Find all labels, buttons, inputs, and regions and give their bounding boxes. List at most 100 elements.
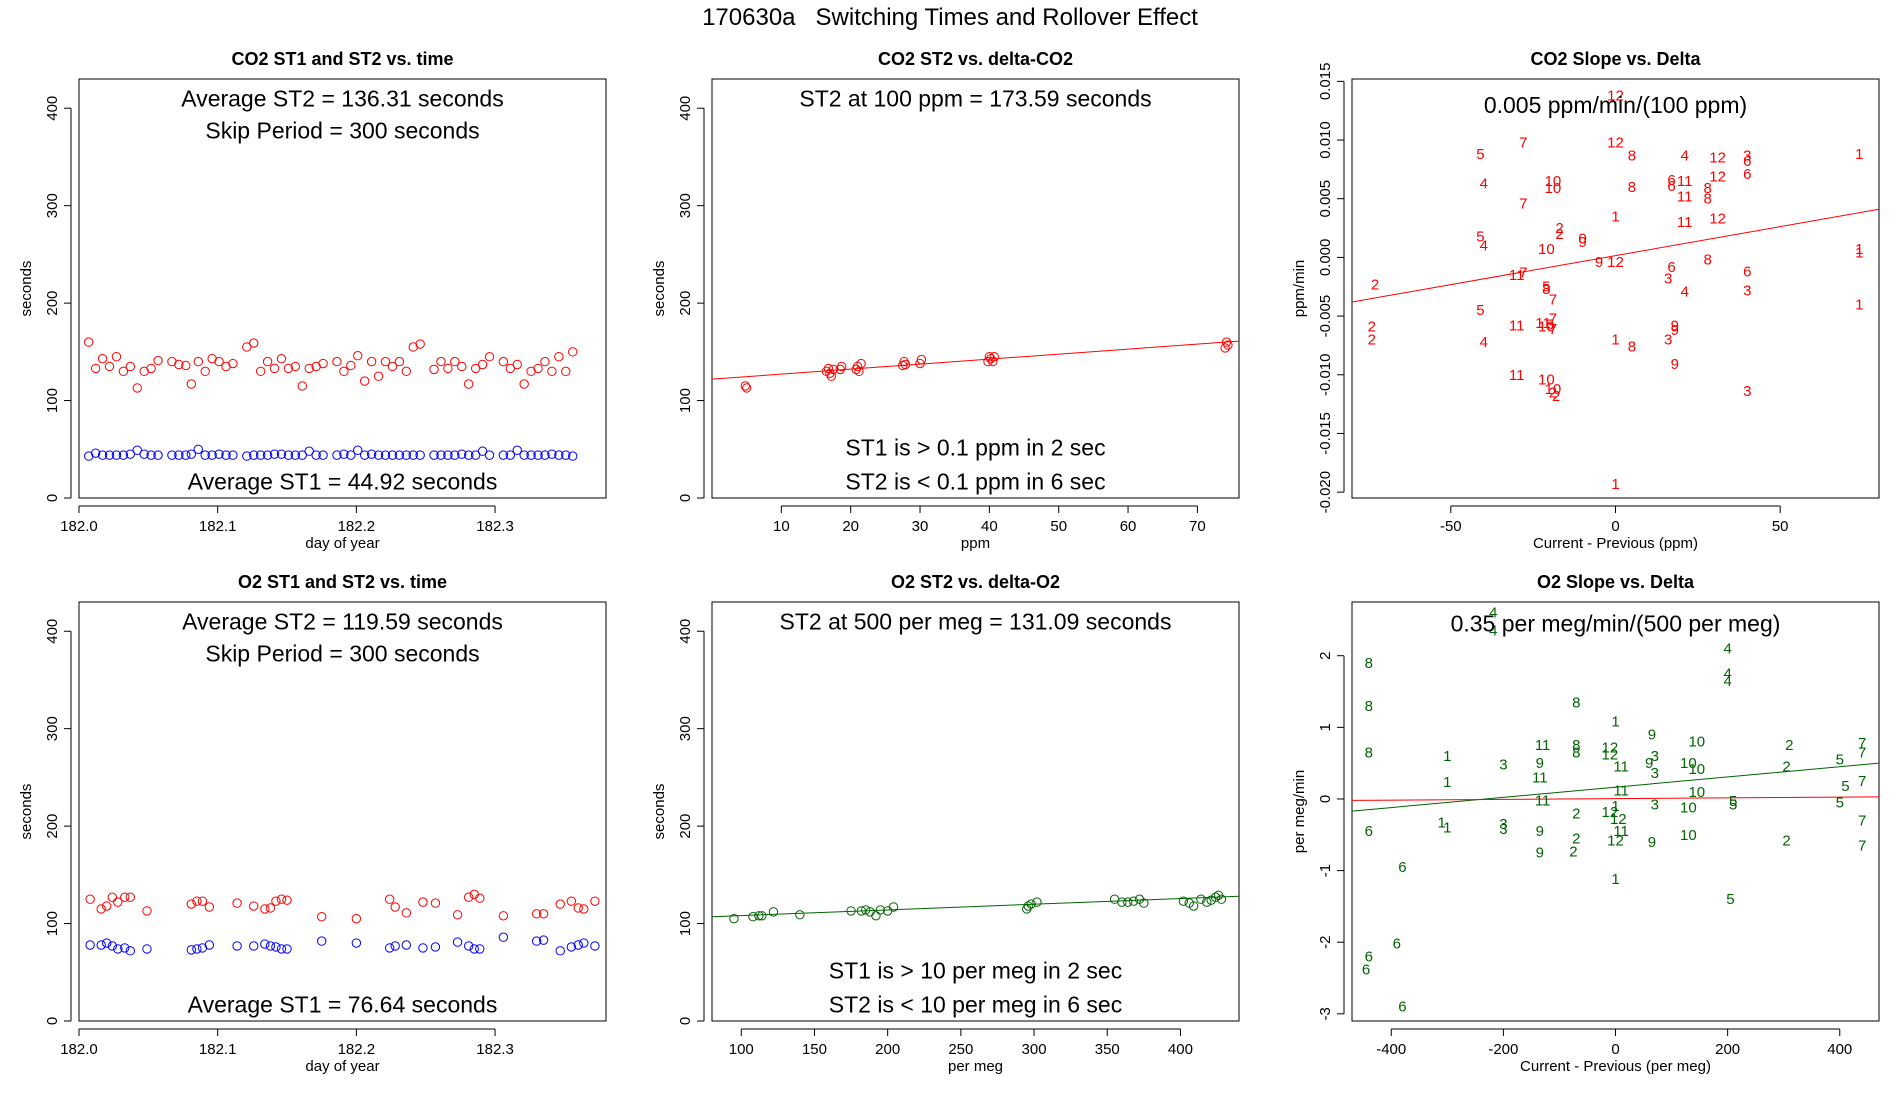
data-point-label: 3: [1651, 748, 1659, 765]
data-point: [505, 363, 516, 374]
data-point: [566, 942, 577, 952]
data-point: [84, 337, 94, 347]
data-point: [332, 450, 342, 460]
data-point: [271, 942, 281, 952]
data-point: [346, 450, 356, 460]
data-point-label: 11: [1535, 737, 1551, 754]
y-tick-label: 0.010: [1317, 121, 1334, 159]
data-point-label: 7: [1549, 310, 1557, 327]
data-point: [984, 352, 995, 362]
data-point: [748, 912, 758, 922]
data-point: [443, 363, 453, 374]
data-point: [142, 906, 152, 916]
data-point-label: 8: [1704, 180, 1712, 197]
data-point: [107, 941, 117, 951]
plot-frame: [711, 601, 1240, 1022]
data-point-label: 2: [1549, 384, 1557, 401]
data-point-label: 1: [1611, 332, 1619, 349]
data-point: [146, 363, 156, 374]
data-point: [852, 361, 863, 372]
data-point: [554, 450, 564, 460]
data-point: [512, 359, 522, 370]
data-point-label: 11: [1532, 769, 1548, 786]
y-tick-label: 0: [44, 1017, 61, 1025]
data-point: [861, 905, 871, 915]
annotation-text: Average ST2 = 119.59 seconds: [182, 608, 503, 634]
data-point-label: 12: [1602, 747, 1619, 764]
data-point: [228, 450, 238, 460]
panel-o2-st2-vs-delta: O2 ST2 vs. delta-O2 100 150 200 250 300 350 400…: [651, 572, 1240, 1075]
data-point-label: 1: [1855, 245, 1863, 262]
data-point: [186, 945, 197, 955]
data-point: [826, 371, 836, 381]
data-point: [757, 911, 767, 921]
data-point: [304, 363, 314, 374]
data-point: [271, 896, 281, 906]
data-point-label: 11: [1535, 792, 1551, 809]
y-tick-label: 200: [44, 814, 61, 839]
x-tick-label: 300: [1022, 1041, 1047, 1058]
data-point: [538, 909, 549, 919]
x-tick-label: -400: [1376, 1041, 1406, 1058]
data-point: [132, 383, 142, 393]
data-point-label: 5: [1476, 302, 1484, 319]
data-point-label: 4: [1489, 605, 1497, 622]
annotation-text: ST2 at 500 per meg = 131.09 seconds: [780, 608, 1172, 634]
annotation-text: Skip Period = 300 seconds: [205, 118, 479, 144]
data-point: [269, 449, 280, 459]
data-point: [401, 940, 411, 950]
data-point-label: 10: [1680, 800, 1697, 817]
x-axis-label: per meg: [948, 1058, 1003, 1075]
data-point: [214, 356, 224, 367]
data-point: [418, 897, 428, 907]
data-point-label: 10: [1545, 180, 1562, 197]
data-point: [401, 908, 411, 918]
data-point-label: 11: [1535, 315, 1551, 332]
data-point: [568, 347, 578, 357]
data-point: [1223, 340, 1233, 350]
data-point: [146, 450, 156, 460]
data-point-label: 8: [1365, 655, 1373, 672]
x-tick-label: 150: [802, 1041, 827, 1058]
y-tick-label: 400: [677, 619, 694, 644]
x-tick-label: 250: [948, 1041, 973, 1058]
data-point-label: 10: [1680, 827, 1697, 844]
data-point: [394, 356, 405, 367]
data-point: [741, 383, 752, 393]
data-point-label: 8: [1628, 179, 1636, 196]
data-point-label: 12: [1607, 833, 1624, 850]
data-point: [538, 935, 549, 945]
data-point-label: 4: [1480, 334, 1488, 351]
y-axis-label: ppm/min: [1291, 260, 1308, 318]
data-point-label: 6: [1365, 823, 1373, 840]
data-point: [97, 353, 108, 364]
data-point: [457, 449, 467, 459]
data-point: [192, 896, 202, 906]
y-tick-label: 0.000: [1317, 239, 1334, 277]
x-tick-label: 182.1: [199, 518, 237, 535]
data-point: [505, 450, 516, 460]
data-point-label: 8: [1365, 698, 1373, 715]
x-tick-label: 60: [1120, 518, 1137, 535]
data-point: [181, 450, 191, 460]
data-point: [276, 944, 287, 954]
data-point-label: 10: [1538, 241, 1555, 258]
data-point: [167, 450, 177, 460]
data-point: [276, 449, 287, 459]
data-point: [104, 361, 115, 372]
x-tick-label: 400: [1827, 1041, 1852, 1058]
data-point: [249, 338, 259, 348]
data-point-label: 12: [1709, 150, 1726, 167]
plot-frame: [711, 78, 1240, 499]
data-point: [366, 356, 377, 367]
data-point: [436, 450, 446, 460]
fit-line: [712, 340, 1239, 380]
plot-frame: [78, 78, 607, 499]
data-point: [526, 450, 536, 460]
data-point-label: 12: [1607, 134, 1624, 151]
y-tick-label: 200: [44, 291, 61, 316]
data-point: [430, 898, 441, 908]
data-point: [113, 944, 123, 954]
data-point: [498, 450, 509, 460]
